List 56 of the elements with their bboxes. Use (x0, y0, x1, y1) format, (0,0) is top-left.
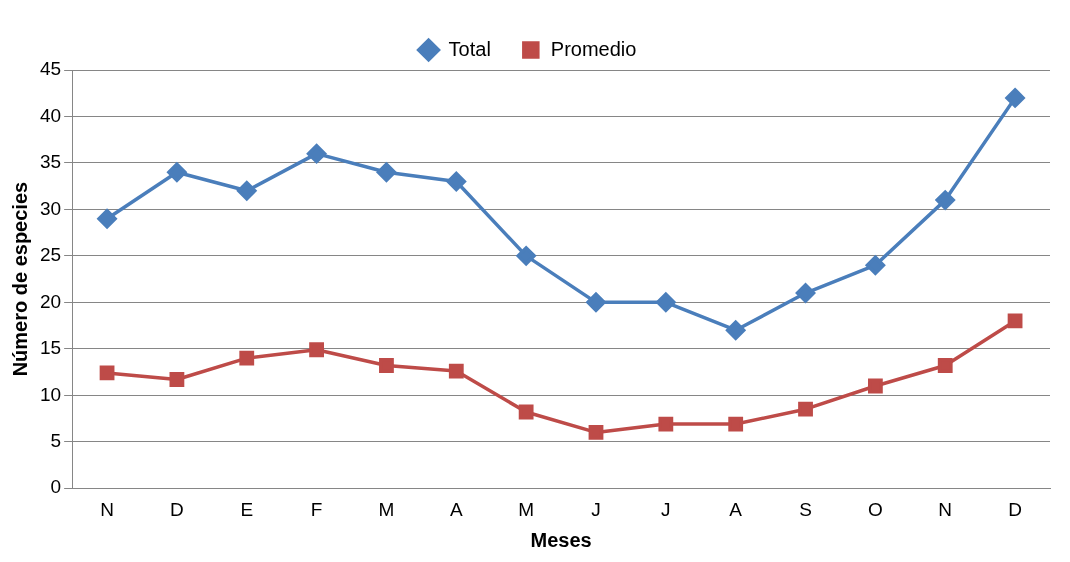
x-tick-label: F (310, 498, 323, 520)
x-tick-label: E (240, 498, 254, 520)
point (935, 190, 955, 210)
point (448, 363, 464, 379)
y-tick-label: 25 (39, 244, 62, 266)
x-tick-label: D (1008, 498, 1022, 520)
point (239, 350, 255, 366)
point (937, 358, 953, 373)
y-tick-label: 0 (50, 476, 62, 498)
x-tick-label: J (661, 498, 671, 520)
x-tick-label: J (591, 498, 601, 520)
y-tick-label: 35 (39, 151, 62, 173)
point (1007, 313, 1023, 329)
point (588, 425, 604, 440)
x-tick-label: A (449, 498, 463, 520)
point (798, 401, 813, 417)
point (728, 416, 744, 432)
y-tick-label: 45 (39, 58, 62, 80)
point (379, 358, 394, 373)
point (516, 246, 536, 266)
point (586, 292, 606, 313)
x-tick-label: S (799, 498, 812, 520)
point (167, 162, 187, 182)
y-tick-label: 40 (39, 104, 62, 126)
point (795, 283, 816, 303)
point (867, 378, 883, 394)
x-tick-label: N (938, 498, 953, 520)
x-axis-title: Meses (530, 528, 592, 551)
x-tick-label: A (729, 498, 743, 520)
x-tick-label: M (378, 498, 395, 520)
point (656, 292, 676, 313)
point (1005, 88, 1025, 108)
point (518, 404, 534, 420)
point (725, 320, 746, 340)
point (658, 416, 674, 432)
x-tick-label: O (867, 498, 883, 520)
point (97, 208, 117, 229)
x-tick-label: M (518, 498, 535, 520)
x-tick-label: D (170, 498, 184, 520)
y-axis-title: Número de especies (8, 181, 31, 377)
point (306, 143, 327, 164)
y-tick-label: 5 (50, 429, 62, 451)
point (376, 162, 397, 182)
point (237, 181, 257, 201)
y-tick-label: 15 (39, 337, 62, 359)
point (169, 372, 185, 387)
legend-label: Total (448, 37, 491, 60)
point (446, 171, 467, 192)
point (309, 342, 325, 358)
x-tick-label: N (100, 498, 114, 520)
legend-label: Promedio (550, 37, 637, 60)
y-tick-label: 20 (39, 290, 62, 312)
y-tick-label: 30 (39, 197, 62, 219)
y-tick-label: 10 (39, 383, 62, 405)
point (99, 365, 115, 381)
point (865, 255, 886, 275)
